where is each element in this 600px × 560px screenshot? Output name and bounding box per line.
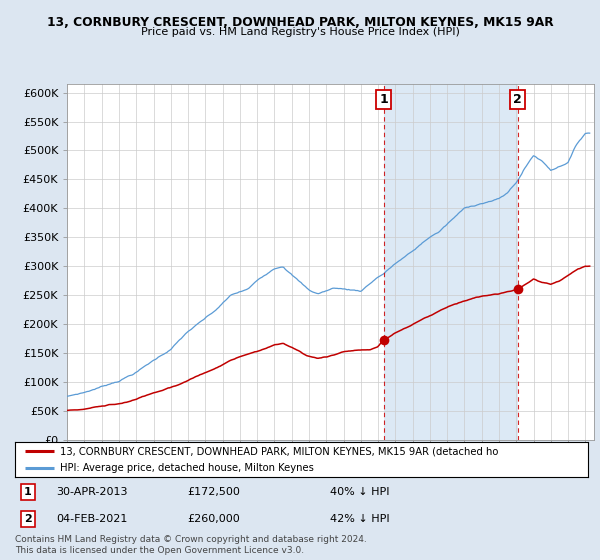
- Text: £172,500: £172,500: [187, 487, 240, 497]
- Text: 1: 1: [379, 93, 388, 106]
- Text: 13, CORNBURY CRESCENT, DOWNHEAD PARK, MILTON KEYNES, MK15 9AR: 13, CORNBURY CRESCENT, DOWNHEAD PARK, MI…: [47, 16, 553, 29]
- Text: 2: 2: [514, 93, 522, 106]
- Text: Price paid vs. HM Land Registry's House Price Index (HPI): Price paid vs. HM Land Registry's House …: [140, 27, 460, 37]
- Text: 40% ↓ HPI: 40% ↓ HPI: [330, 487, 389, 497]
- Text: 30-APR-2013: 30-APR-2013: [56, 487, 128, 497]
- Text: 1: 1: [24, 487, 31, 497]
- Text: 13, CORNBURY CRESCENT, DOWNHEAD PARK, MILTON KEYNES, MK15 9AR (detached ho: 13, CORNBURY CRESCENT, DOWNHEAD PARK, MI…: [59, 446, 498, 456]
- Text: £260,000: £260,000: [187, 514, 239, 524]
- Text: 42% ↓ HPI: 42% ↓ HPI: [330, 514, 390, 524]
- Bar: [384, 84, 518, 440]
- Text: 2: 2: [24, 514, 31, 524]
- Text: HPI: Average price, detached house, Milton Keynes: HPI: Average price, detached house, Milt…: [59, 463, 314, 473]
- Text: 04-FEB-2021: 04-FEB-2021: [56, 514, 128, 524]
- Text: Contains HM Land Registry data © Crown copyright and database right 2024.
This d: Contains HM Land Registry data © Crown c…: [15, 535, 367, 555]
